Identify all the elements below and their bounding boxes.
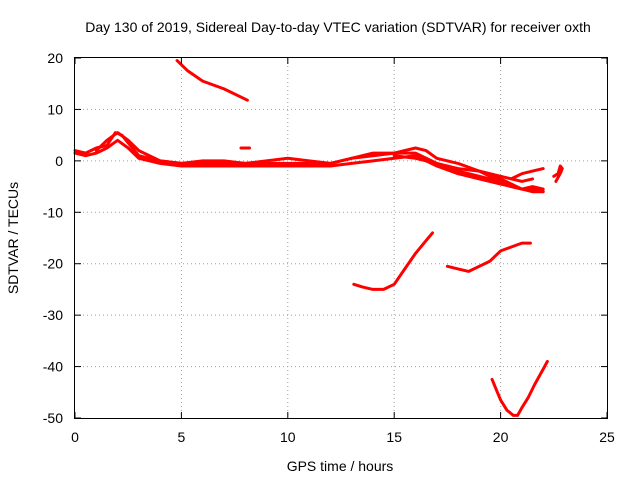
x-tick-label: 5 (178, 429, 186, 445)
x-tick-label: 25 (599, 429, 615, 445)
grid-lines (75, 58, 607, 418)
y-tick-label: -20 (43, 256, 63, 272)
y-tick-label: 20 (47, 50, 63, 66)
y-tick-label: -40 (43, 359, 63, 375)
plot-frame (74, 57, 608, 419)
y-axis-label: SDTVAR / TECUs (5, 182, 21, 294)
y-tick-label: -30 (43, 307, 63, 323)
series-line-track-11 (490, 359, 549, 417)
series-line-track-2 (73, 138, 545, 194)
y-tick-label: -10 (43, 204, 63, 220)
x-tick-label: 10 (280, 429, 296, 445)
x-tick-label: 20 (493, 429, 509, 445)
series-line-track-7 (509, 167, 545, 181)
series-line-track-8 (552, 164, 564, 183)
x-tick-label: 15 (386, 429, 402, 445)
x-axis-label: GPS time / hours (287, 458, 394, 474)
y-tick-label: -50 (43, 410, 63, 426)
series-line-track-9 (352, 231, 434, 291)
data-series-group (73, 59, 564, 417)
series-line-track-5 (175, 59, 249, 102)
series-line-track-3 (94, 131, 534, 183)
y-tick-label: 10 (47, 101, 63, 117)
axis-ticks: 0 5 10 15 20 25 -50 -40 -30 -20 -10 0 10 20 (43, 50, 615, 445)
series-line-track-4 (392, 154, 545, 191)
series-line-track-10 (445, 241, 532, 273)
y-tick-label: 0 (55, 153, 63, 169)
chart-title: Day 130 of 2019, Sidereal Day-to-day VTE… (85, 19, 591, 35)
x-tick-label: 0 (71, 429, 79, 445)
